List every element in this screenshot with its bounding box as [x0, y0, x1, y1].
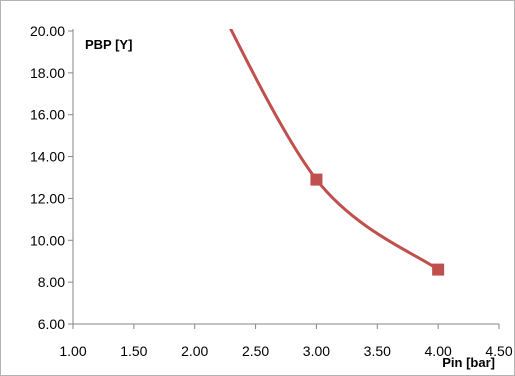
x-tick-label: 4.00: [425, 343, 452, 359]
y-axis-title: PBP [Y]: [85, 37, 132, 52]
series-layer: [229, 29, 440, 271]
y-tick-label: 16.00: [30, 107, 65, 123]
data-point-marker: [310, 173, 323, 186]
y-tick-label: 18.00: [30, 65, 65, 81]
series-line: [229, 29, 440, 271]
x-tick-label: 3.50: [364, 343, 391, 359]
y-tick-label: 20.00: [30, 23, 65, 39]
y-tick-label: 6.00: [38, 316, 65, 332]
x-tick-label: 2.00: [181, 343, 208, 359]
y-tick-label: 10.00: [30, 232, 65, 248]
x-tick-label: 2.50: [242, 343, 269, 359]
x-tick-label: 3.00: [303, 343, 330, 359]
x-axis-title: Pin [bar]: [442, 355, 495, 370]
x-tick-label: 1.50: [120, 343, 147, 359]
y-tick-label: 12.00: [30, 190, 65, 206]
x-tick-label: 1.00: [59, 343, 86, 359]
y-tick-label: 8.00: [38, 274, 65, 290]
x-tick-label: 4.50: [485, 343, 512, 359]
marker-layer: [310, 173, 445, 276]
y-tick-label: 14.00: [30, 149, 65, 165]
axes-layer: 6.00 8.00 10.00 12.00 14.00 16.00 18.00 20.00 1.…: [30, 23, 513, 359]
data-point-marker: [432, 263, 445, 276]
